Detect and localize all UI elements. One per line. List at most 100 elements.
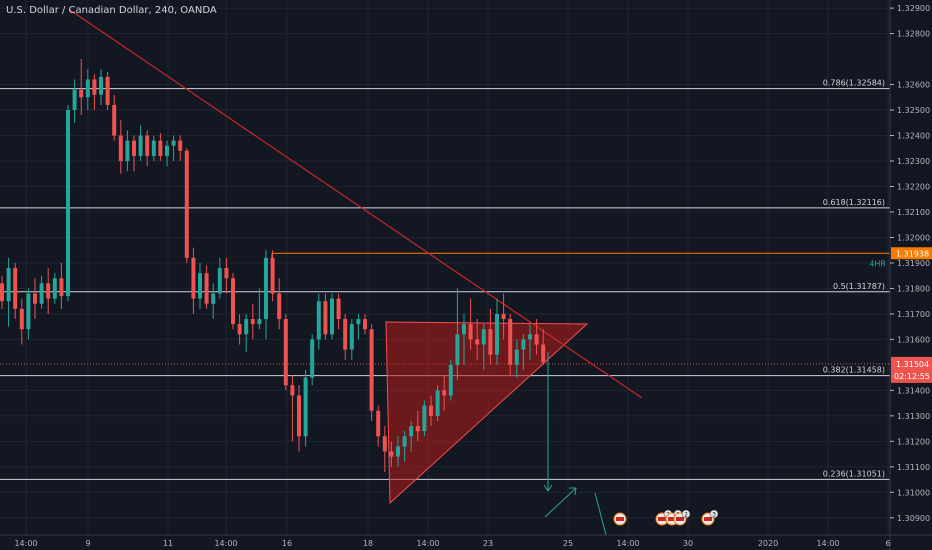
price-tick-label: 1.31700 <box>897 310 930 319</box>
candle-body <box>26 293 31 330</box>
candle-body <box>514 349 519 365</box>
candle-body <box>0 283 4 302</box>
economic-event-markers[interactable]: 2223 <box>613 509 719 526</box>
time-tick-label: 6 <box>885 539 890 548</box>
candle-body <box>158 140 163 156</box>
candle-body <box>270 257 275 294</box>
price-tick-label: 1.31900 <box>897 259 930 268</box>
projection-line[interactable] <box>594 492 607 536</box>
candle-body <box>264 257 268 320</box>
candle-body <box>52 278 57 299</box>
drawing-overlays[interactable] <box>543 352 607 536</box>
triangle-pattern[interactable] <box>385 321 589 505</box>
candle-body <box>231 278 235 325</box>
price-tick-label: 1.32500 <box>897 106 930 115</box>
candle-body <box>475 339 480 345</box>
price-tick-label: 1.32900 <box>897 4 930 13</box>
candle-body <box>521 339 526 350</box>
last-price-badge <box>891 356 932 383</box>
projection-arrow-up[interactable] <box>544 487 577 518</box>
resistance-price-label: 1.31938 <box>896 249 929 258</box>
candle-body <box>336 298 341 320</box>
candle-body <box>495 313 499 355</box>
chart-title: U.S. Dollar / Canadian Dollar, 240, OAND… <box>6 5 217 16</box>
time-tick-label: 2020 <box>758 539 778 548</box>
candle-body <box>165 145 169 156</box>
candle-body <box>422 405 427 432</box>
candle-body <box>224 268 229 279</box>
candle-body <box>448 364 453 396</box>
candle-body <box>501 313 506 320</box>
candle-body <box>310 339 315 378</box>
candle-body <box>92 79 97 95</box>
candle-body <box>363 319 367 330</box>
price-tick-label: 1.32800 <box>897 30 930 39</box>
candle-body <box>237 324 242 335</box>
candle-body <box>138 135 143 156</box>
resistance-note: 4HR <box>869 259 886 268</box>
candle-body <box>396 446 400 457</box>
candle-body <box>118 135 123 162</box>
flag-stripe <box>658 517 666 521</box>
candle-body <box>508 319 513 365</box>
price-tick-label: 1.31600 <box>897 335 930 344</box>
candle-body <box>99 76 103 95</box>
drawing-tools[interactable] <box>69 9 643 505</box>
candle-body <box>13 268 18 309</box>
candle-body <box>250 319 255 325</box>
flag-stripe <box>676 517 684 521</box>
candle-body <box>389 451 394 457</box>
time-tick-label: 14:00 <box>616 539 639 548</box>
event-count: 2 <box>684 512 688 519</box>
price-tick-label: 1.32000 <box>897 233 930 242</box>
candle-body <box>488 329 493 355</box>
candle-body <box>330 298 334 335</box>
resistance-price-badge <box>891 247 932 260</box>
event-count: 3 <box>712 512 716 519</box>
descending-trendline[interactable] <box>69 9 643 399</box>
candle-body <box>534 334 539 345</box>
candle-body <box>349 324 354 350</box>
time-tick-label: 14:00 <box>816 539 839 548</box>
candle-body <box>290 385 295 396</box>
candle-body <box>316 301 321 340</box>
candle-body <box>19 308 24 330</box>
price-tick-label: 1.32100 <box>897 208 930 217</box>
candle-body <box>283 319 288 386</box>
price-tick-label: 1.32600 <box>897 81 930 90</box>
candle-body <box>204 273 209 304</box>
candlestick-series <box>0 59 546 472</box>
candle-body <box>369 329 374 411</box>
candle-body <box>376 410 381 437</box>
candle-body <box>435 390 440 416</box>
flag-stripe <box>616 517 624 521</box>
time-tick-label: 14:00 <box>14 539 37 548</box>
arrowhead-up-icon[interactable] <box>569 487 577 496</box>
event-flag-icon[interactable]: 3 <box>701 509 719 526</box>
candle-body <box>59 278 64 297</box>
candle-body <box>72 89 77 111</box>
time-tick-label: 18 <box>363 539 373 548</box>
time-tick-label: 16 <box>282 539 292 548</box>
price-tick-label: 1.32300 <box>897 157 930 166</box>
price-tick-label: 1.32200 <box>897 182 930 191</box>
candle-body <box>429 405 433 416</box>
price-tick-label: 1.31800 <box>897 284 930 293</box>
price-tick-label: 1.31400 <box>897 386 930 395</box>
candle-body <box>79 89 84 98</box>
arrowhead-down-icon[interactable] <box>543 484 553 492</box>
candle-body <box>442 390 447 396</box>
candle-body <box>528 334 532 340</box>
candle-body <box>105 76 110 105</box>
time-tick-label: 14:00 <box>416 539 439 548</box>
candle-body <box>39 283 44 304</box>
event-flag-icon[interactable] <box>613 512 627 526</box>
event-flag-icon[interactable]: 2 <box>673 509 691 526</box>
candle-body <box>6 268 11 302</box>
flag-stripe <box>668 517 676 521</box>
candle-body <box>277 293 282 320</box>
price-tick-label: 1.32400 <box>897 132 930 141</box>
candle-body <box>541 344 546 363</box>
time-tick-label: 30 <box>683 539 693 548</box>
